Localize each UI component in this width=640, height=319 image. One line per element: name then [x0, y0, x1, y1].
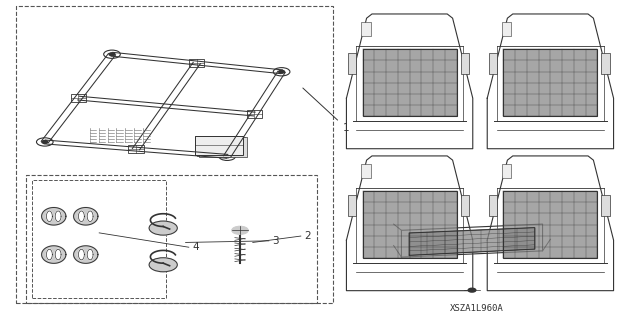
Polygon shape — [47, 249, 52, 260]
Circle shape — [232, 226, 248, 234]
Bar — [504, 191, 598, 258]
Bar — [461, 195, 468, 216]
Bar — [394, 217, 550, 306]
Bar — [362, 191, 457, 258]
Bar — [602, 195, 609, 216]
Bar — [488, 53, 497, 74]
Bar — [348, 53, 356, 74]
Bar — [342, 153, 477, 293]
Bar — [461, 53, 468, 74]
Bar — [504, 49, 598, 116]
Polygon shape — [42, 208, 66, 225]
Bar — [342, 11, 477, 152]
Polygon shape — [74, 208, 98, 225]
Circle shape — [278, 70, 285, 73]
Text: XSZA1L960A: XSZA1L960A — [450, 304, 504, 313]
Text: 4: 4 — [192, 242, 198, 252]
Bar — [602, 53, 609, 74]
Bar — [483, 153, 618, 293]
Polygon shape — [87, 211, 93, 221]
Circle shape — [42, 140, 48, 144]
Polygon shape — [55, 249, 61, 260]
Bar — [362, 49, 457, 116]
Text: 2: 2 — [304, 231, 310, 241]
Bar — [504, 191, 598, 258]
Circle shape — [149, 221, 177, 235]
Bar — [504, 49, 598, 116]
Polygon shape — [199, 137, 247, 157]
Text: 3: 3 — [272, 236, 278, 246]
Bar — [361, 164, 371, 178]
Polygon shape — [87, 249, 93, 260]
Bar — [362, 49, 457, 116]
Circle shape — [468, 288, 476, 292]
Polygon shape — [42, 246, 66, 263]
Bar — [488, 195, 497, 216]
Polygon shape — [79, 249, 84, 260]
Circle shape — [109, 53, 115, 56]
Bar — [502, 164, 511, 178]
Circle shape — [149, 258, 177, 272]
Text: 1: 1 — [303, 88, 349, 133]
Polygon shape — [410, 228, 535, 255]
Bar — [348, 195, 356, 216]
Polygon shape — [74, 246, 98, 263]
Circle shape — [224, 155, 230, 158]
Bar — [483, 11, 618, 152]
Polygon shape — [197, 137, 245, 156]
Bar — [362, 191, 457, 258]
Bar — [361, 22, 371, 36]
Polygon shape — [47, 211, 52, 221]
Polygon shape — [79, 211, 84, 221]
Polygon shape — [195, 136, 243, 155]
Bar — [502, 22, 511, 36]
Polygon shape — [195, 136, 243, 155]
Polygon shape — [55, 211, 61, 221]
